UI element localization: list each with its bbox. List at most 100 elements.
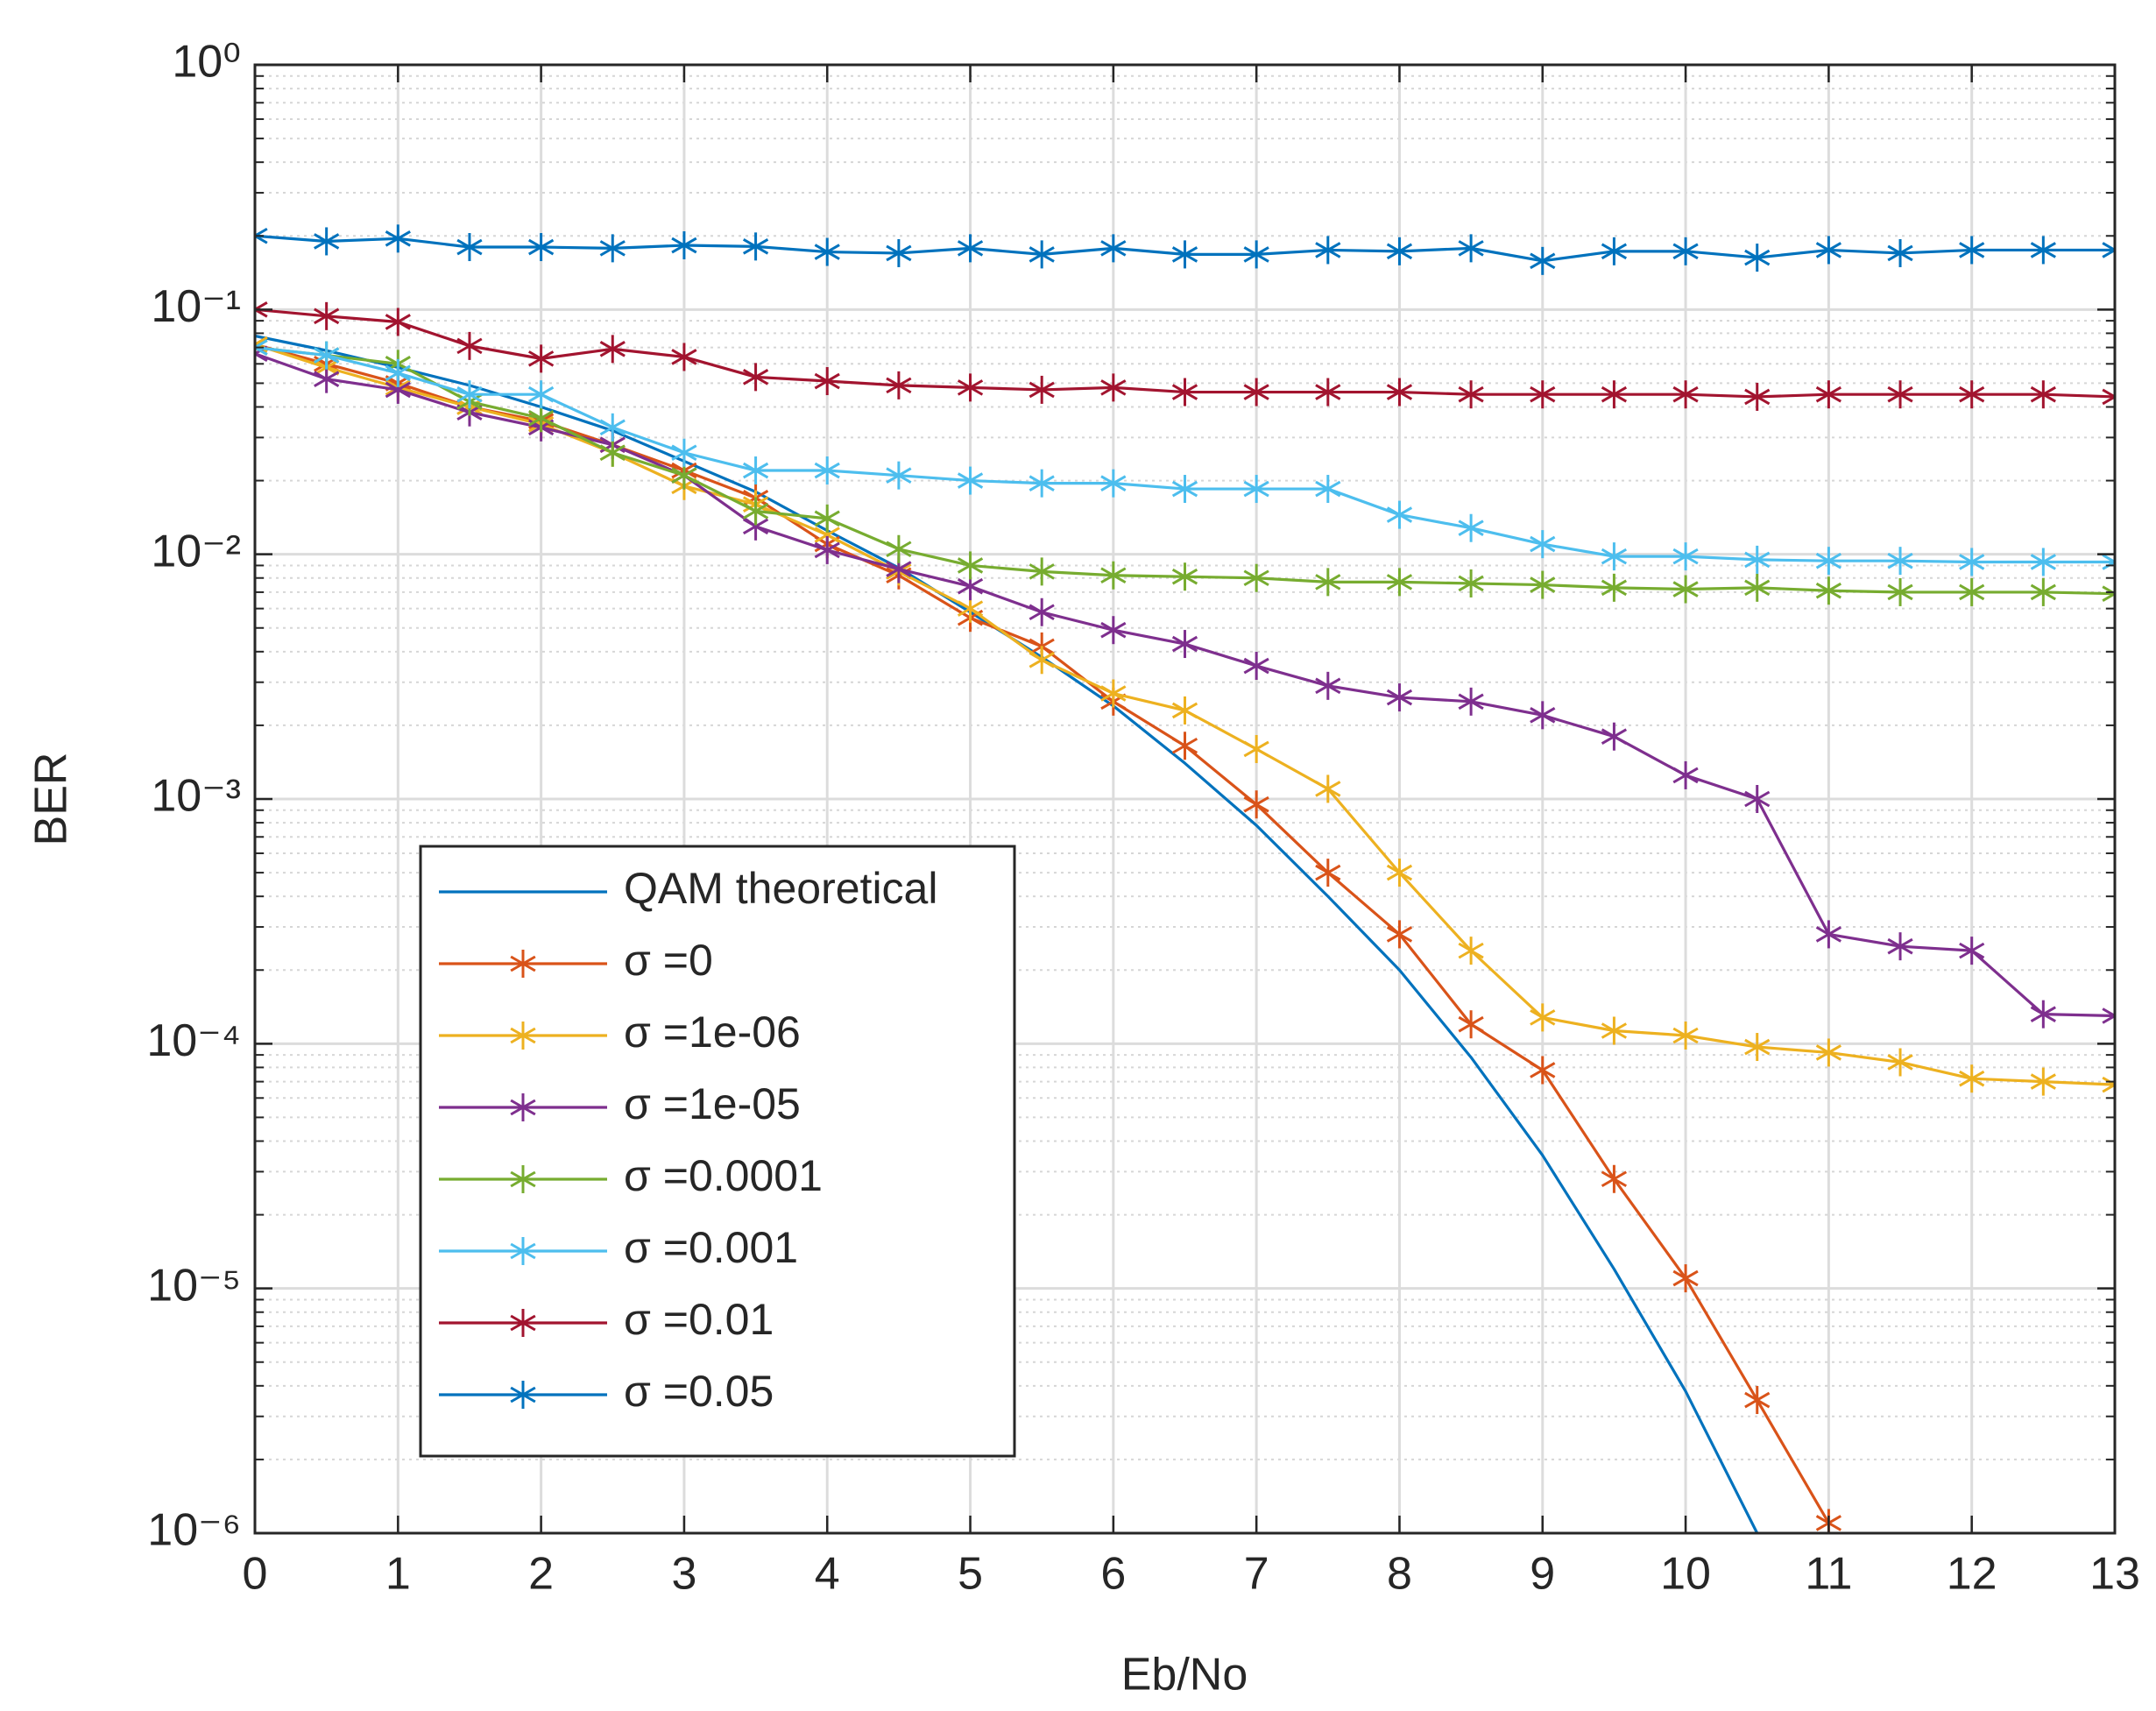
marker-stroke [1601, 243, 1628, 260]
marker [255, 222, 268, 251]
marker-stroke [2102, 585, 2115, 596]
marker [314, 341, 340, 370]
marker-stroke [599, 341, 626, 357]
marker [456, 380, 483, 409]
marker [1959, 380, 1985, 409]
marker-stroke [1315, 781, 1341, 797]
y-axis-label: BER [26, 753, 77, 846]
marker-stroke [1458, 942, 1484, 959]
marker-stroke [2030, 385, 2056, 403]
marker-stroke [385, 381, 411, 399]
marker [1959, 577, 1985, 606]
marker [1243, 378, 1269, 407]
marker-stroke [1315, 384, 1341, 400]
marker [671, 343, 697, 371]
marker-stroke [1530, 385, 1556, 403]
marker-stroke [314, 347, 340, 364]
marker-stroke [1672, 581, 1699, 597]
x-tick-label: 4 [815, 1549, 840, 1600]
axes-box [253, 63, 2117, 1535]
marker-stroke [1029, 604, 1055, 621]
legend-label: σ =0.05 [624, 1367, 774, 1416]
marker-stroke [957, 472, 984, 489]
y-tick-label: 10⁻³ [151, 771, 241, 822]
marker [456, 233, 483, 262]
marker [2030, 577, 2056, 606]
marker-stroke [671, 444, 697, 462]
marker [1386, 683, 1413, 712]
marker [1530, 530, 1556, 559]
marker [1672, 575, 1699, 604]
series-layer [255, 222, 2115, 1533]
legend-label: σ =0 [624, 936, 713, 985]
marker [1959, 548, 1985, 576]
marker [2030, 548, 2056, 576]
marker [1601, 380, 1628, 409]
legend-label: σ =0.0001 [624, 1151, 823, 1200]
marker-stroke [528, 350, 555, 367]
marker [1458, 234, 1484, 263]
marker-stroke [510, 955, 536, 972]
marker [1601, 1016, 1628, 1045]
marker-stroke [1029, 563, 1055, 580]
marker-stroke [1601, 579, 1628, 597]
marker-stroke [1959, 554, 1985, 570]
marker [1959, 236, 1985, 265]
marker-stroke [255, 301, 268, 312]
marker [385, 358, 411, 387]
marker-stroke [814, 527, 840, 543]
marker [814, 367, 840, 396]
marker-stroke [2102, 1014, 2115, 1024]
marker [1887, 932, 1913, 961]
marker [742, 497, 769, 526]
marker [1315, 671, 1341, 700]
marker [1100, 616, 1127, 645]
marker [1243, 790, 1269, 819]
marker-stroke [1530, 535, 1556, 553]
marker-stroke [510, 1314, 536, 1332]
marker [1601, 542, 1628, 571]
marker [742, 363, 769, 392]
marker [599, 413, 626, 442]
x-tick-label: 8 [1387, 1549, 1412, 1600]
marker [1171, 732, 1198, 760]
marker-stroke [957, 577, 984, 595]
marker [510, 950, 536, 978]
x-tick-label: 5 [958, 1549, 983, 1600]
marker-stroke [314, 233, 340, 250]
marker-stroke [1601, 1170, 1628, 1188]
marker-stroke [599, 419, 626, 436]
marker-stroke [1815, 1044, 1841, 1061]
x-tick-label: 11 [1805, 1549, 1852, 1600]
marker-stroke [1458, 693, 1484, 711]
marker [671, 231, 697, 260]
marker-stroke [255, 345, 268, 356]
marker-stroke [814, 462, 840, 479]
marker-stroke [1243, 795, 1269, 813]
marker [2030, 1000, 2056, 1029]
marker-stroke [1243, 384, 1269, 400]
marker [1386, 237, 1413, 265]
marker-stroke [314, 371, 340, 387]
marker-stroke [1100, 475, 1127, 491]
marker [1601, 1164, 1628, 1193]
marker [1386, 920, 1413, 949]
marker [1744, 573, 1771, 602]
marker-stroke [456, 238, 483, 256]
marker [1243, 475, 1269, 504]
marker [1386, 378, 1413, 407]
x-tick-label: 0 [243, 1549, 268, 1600]
marker [1815, 236, 1841, 265]
marker-stroke [1171, 737, 1198, 754]
marker [1887, 238, 1913, 267]
x-tick-label: 13 [2089, 1549, 2140, 1600]
marker [599, 234, 626, 263]
marker [1672, 542, 1699, 571]
marker [1100, 679, 1127, 708]
marker [456, 331, 483, 360]
marker [1744, 785, 1771, 813]
marker-stroke [528, 409, 555, 427]
marker [1601, 237, 1628, 265]
marker-stroke [742, 503, 769, 520]
marker [886, 534, 912, 563]
